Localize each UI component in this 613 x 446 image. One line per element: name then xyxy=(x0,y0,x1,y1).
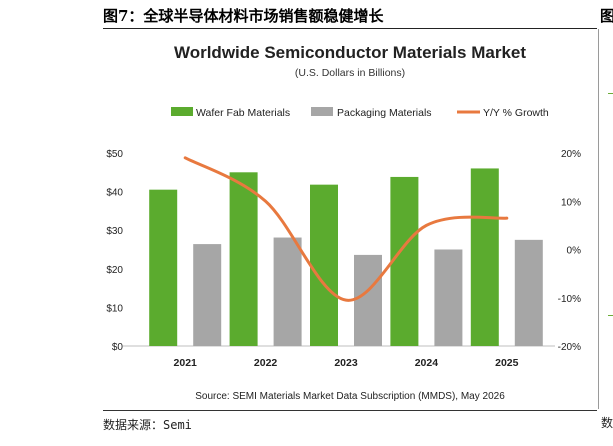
bar-packaging-2022 xyxy=(273,237,302,346)
adjacent-chart-line-fragment xyxy=(608,315,613,316)
right-tick-label: 20% xyxy=(561,149,581,160)
adjacent-source-fragment: 数 xyxy=(601,416,613,430)
left-tick-label: $10 xyxy=(106,303,123,314)
bar-packaging-2024 xyxy=(434,249,463,346)
chart-panel: Worldwide Semiconductor Materials Market… xyxy=(103,30,597,408)
adjacent-figure-caption-fragment: 图 xyxy=(600,7,613,25)
left-axis-ticks: $0 $10 $20 $30 $40 $50 xyxy=(106,149,123,353)
caption-rule xyxy=(103,28,597,29)
legend: Wafer Fab Materials Packaging Materials … xyxy=(171,107,549,119)
growth-line-mark xyxy=(183,156,509,302)
source-note: 数据来源：Semi xyxy=(103,418,192,432)
bar-wafer-fab-2021 xyxy=(149,189,178,346)
source-rule xyxy=(103,410,597,411)
legend-swatch-wafer-fab xyxy=(171,107,193,116)
right-axis-ticks: -20% -10% 0% 10% 20% xyxy=(558,149,581,353)
adjacent-chart-fragment xyxy=(598,29,613,409)
category-label-2022: 2022 xyxy=(254,357,278,369)
right-tick-label: 10% xyxy=(561,197,581,208)
bar-packaging-2021 xyxy=(193,244,222,346)
category-label-2021: 2021 xyxy=(174,357,198,369)
figure-caption: 图7：全球半导体材料市场销售额稳健增长 xyxy=(103,7,384,25)
legend-swatch-packaging xyxy=(311,107,333,116)
left-tick-label: $30 xyxy=(106,226,123,237)
bar-marks xyxy=(149,168,543,346)
bar-wafer-fab-2022 xyxy=(229,172,258,346)
adjacent-chart-line-fragment xyxy=(608,93,613,94)
bar-wafer-fab-2023 xyxy=(310,184,338,346)
category-label-2025: 2025 xyxy=(495,357,519,369)
bar-packaging-2023 xyxy=(354,254,382,346)
category-label-2024: 2024 xyxy=(415,357,439,369)
right-tick-label: -10% xyxy=(558,294,581,305)
left-tick-label: $50 xyxy=(106,149,123,160)
chart-source: Source: SEMI Materials Market Data Subsc… xyxy=(195,391,505,402)
left-tick-label: $0 xyxy=(112,342,124,353)
left-tick-label: $20 xyxy=(106,265,123,276)
semiconductor-materials-chart: Worldwide Semiconductor Materials Market… xyxy=(106,43,581,402)
x-axis-category-labels: 2021 2022 2023 2024 2025 xyxy=(174,357,519,369)
bar-wafer-fab-2025 xyxy=(470,168,499,346)
legend-label-wafer-fab: Wafer Fab Materials xyxy=(196,107,290,119)
bar-wafer-fab-2024 xyxy=(390,176,419,346)
legend-label-growth: Y/Y % Growth xyxy=(483,107,549,119)
bar-packaging-2025 xyxy=(514,239,543,346)
right-tick-label: -20% xyxy=(558,342,581,353)
left-tick-label: $40 xyxy=(106,188,123,199)
category-label-2023: 2023 xyxy=(334,357,358,369)
chart-subtitle: (U.S. Dollars in Billions) xyxy=(295,67,405,79)
legend-label-packaging: Packaging Materials xyxy=(337,107,432,119)
right-tick-label: 0% xyxy=(567,246,582,257)
chart-title: Worldwide Semiconductor Materials Market xyxy=(174,43,526,62)
